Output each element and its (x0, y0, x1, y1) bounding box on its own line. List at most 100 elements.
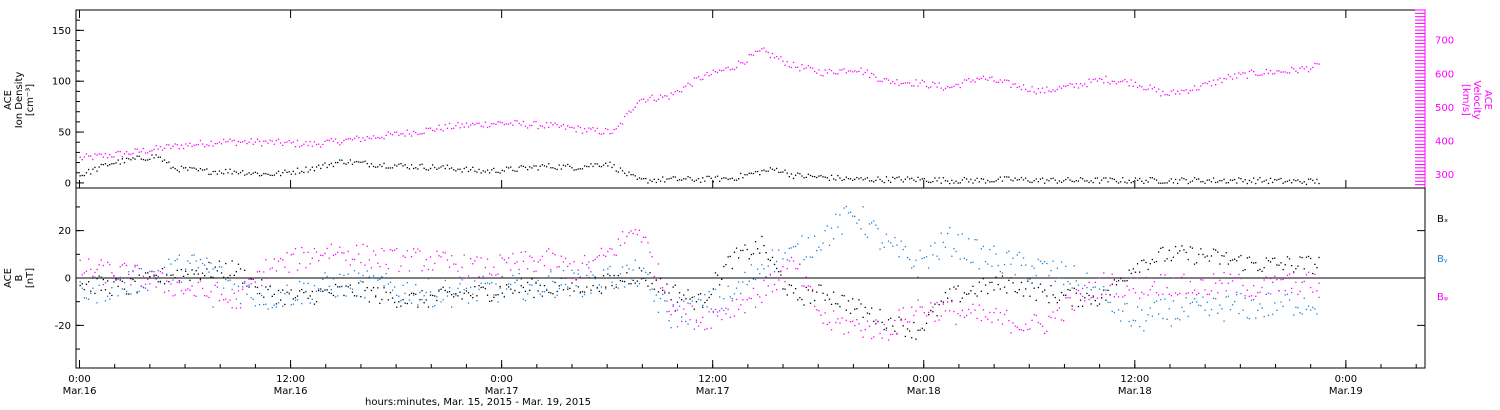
bx-series-point (754, 241, 757, 243)
density-series-point (942, 177, 944, 179)
velocity-series-point (818, 69, 820, 71)
bx-series-point (360, 296, 362, 298)
bz-series-point (816, 309, 818, 311)
bx-series-point (1240, 254, 1242, 257)
bz-series-point (676, 309, 679, 311)
by-series-point (514, 281, 516, 284)
bz-series-point (898, 309, 900, 311)
bx-series-point (83, 289, 85, 291)
density-series-point (1044, 182, 1046, 184)
bz-series-point (947, 301, 949, 303)
density-series-point (138, 155, 140, 157)
by-series-point (805, 256, 807, 258)
density-series-point (611, 166, 613, 169)
velocity-series-point (712, 69, 714, 71)
velocity-series-point (919, 82, 921, 84)
velocity-series-point (432, 129, 434, 132)
by-series-point (1297, 307, 1299, 309)
velocity-series-point (533, 121, 535, 123)
bz-series-point (1259, 291, 1261, 293)
density-series-point (1177, 182, 1179, 185)
bx-series-point (1071, 305, 1073, 307)
velocity-series-point (311, 145, 313, 147)
bz-series-point (368, 259, 370, 261)
by-series-point (303, 282, 305, 285)
velocity-series-point (193, 144, 195, 146)
bz-series-point (227, 301, 229, 303)
density-series-point (858, 178, 860, 180)
velocity-series-point (797, 66, 799, 68)
bz-series-point (562, 261, 565, 263)
bz-series-point (1229, 273, 1232, 275)
density-series-point (841, 179, 843, 182)
bz-series-point (377, 262, 379, 264)
bz-series-point (900, 319, 902, 322)
velocity-series-point (438, 124, 440, 126)
bz-series-point (356, 244, 358, 247)
bz-series-point (455, 263, 457, 265)
density-series-point (714, 176, 717, 178)
bx-series-point (583, 291, 586, 293)
bz-series-point (427, 268, 430, 271)
bz-series-point (1033, 314, 1035, 316)
density-series-point (1193, 177, 1196, 179)
bz-series-point (881, 337, 883, 339)
density-series-point (619, 167, 622, 169)
by-series-point (685, 320, 687, 323)
velocity-series-point (457, 122, 459, 124)
bz-series-point (776, 289, 778, 291)
by-series-point (510, 283, 512, 286)
velocity-series-point (1191, 89, 1194, 91)
velocity-series-point (1181, 89, 1183, 91)
bx-series-point (1301, 257, 1303, 259)
bz-series-point (1139, 297, 1141, 299)
velocity-series-point (220, 143, 223, 145)
density-series-point (554, 168, 556, 170)
density-series-point (163, 159, 166, 161)
bz-series-point (807, 285, 809, 287)
density-series-point (974, 179, 976, 181)
bx-series-point (963, 292, 966, 294)
bz-series-point (229, 299, 231, 301)
bz-series-point (220, 293, 223, 296)
density-series-point (769, 167, 771, 169)
bz-series-point (1160, 274, 1162, 276)
bx-series-point (1299, 256, 1301, 258)
density-series-point (1172, 182, 1175, 184)
velocity-series-point (161, 149, 164, 151)
bx-series-point (96, 278, 98, 280)
bx-series-point (1046, 295, 1048, 297)
bx-series-point (550, 292, 552, 294)
velocity-series-point (993, 80, 995, 82)
bx-series-point (351, 291, 354, 293)
velocity-series-point (1029, 90, 1031, 92)
density-series-point (881, 180, 883, 182)
bz-series-point (748, 297, 750, 299)
density-series-point (936, 180, 938, 182)
velocity-series-point (735, 66, 738, 69)
bz-series-point (896, 332, 898, 334)
bz-series-point (556, 266, 558, 268)
density-series-point (1282, 182, 1284, 184)
by-series-point (503, 296, 505, 298)
bx-series-point (520, 285, 522, 287)
bx-series-point (332, 294, 335, 297)
by-series-point (1039, 260, 1042, 262)
by-series-point (904, 246, 906, 248)
bx-series-point (220, 272, 223, 274)
density-series-point (174, 168, 176, 170)
velocity-series-point (364, 139, 366, 141)
velocity-series-point (1094, 78, 1096, 80)
bz-series-point (1029, 328, 1031, 330)
by-series-point (541, 291, 543, 293)
bx-series-point (947, 297, 949, 299)
bx-series-point (1107, 289, 1109, 291)
bx-series-point (518, 291, 520, 294)
by-series-point (662, 293, 664, 295)
top-frame (75, 9, 1426, 189)
bz-series-point (400, 265, 402, 267)
bz-series-point (887, 339, 890, 341)
by-series-point (1236, 294, 1238, 296)
velocity-series-point (659, 94, 662, 96)
